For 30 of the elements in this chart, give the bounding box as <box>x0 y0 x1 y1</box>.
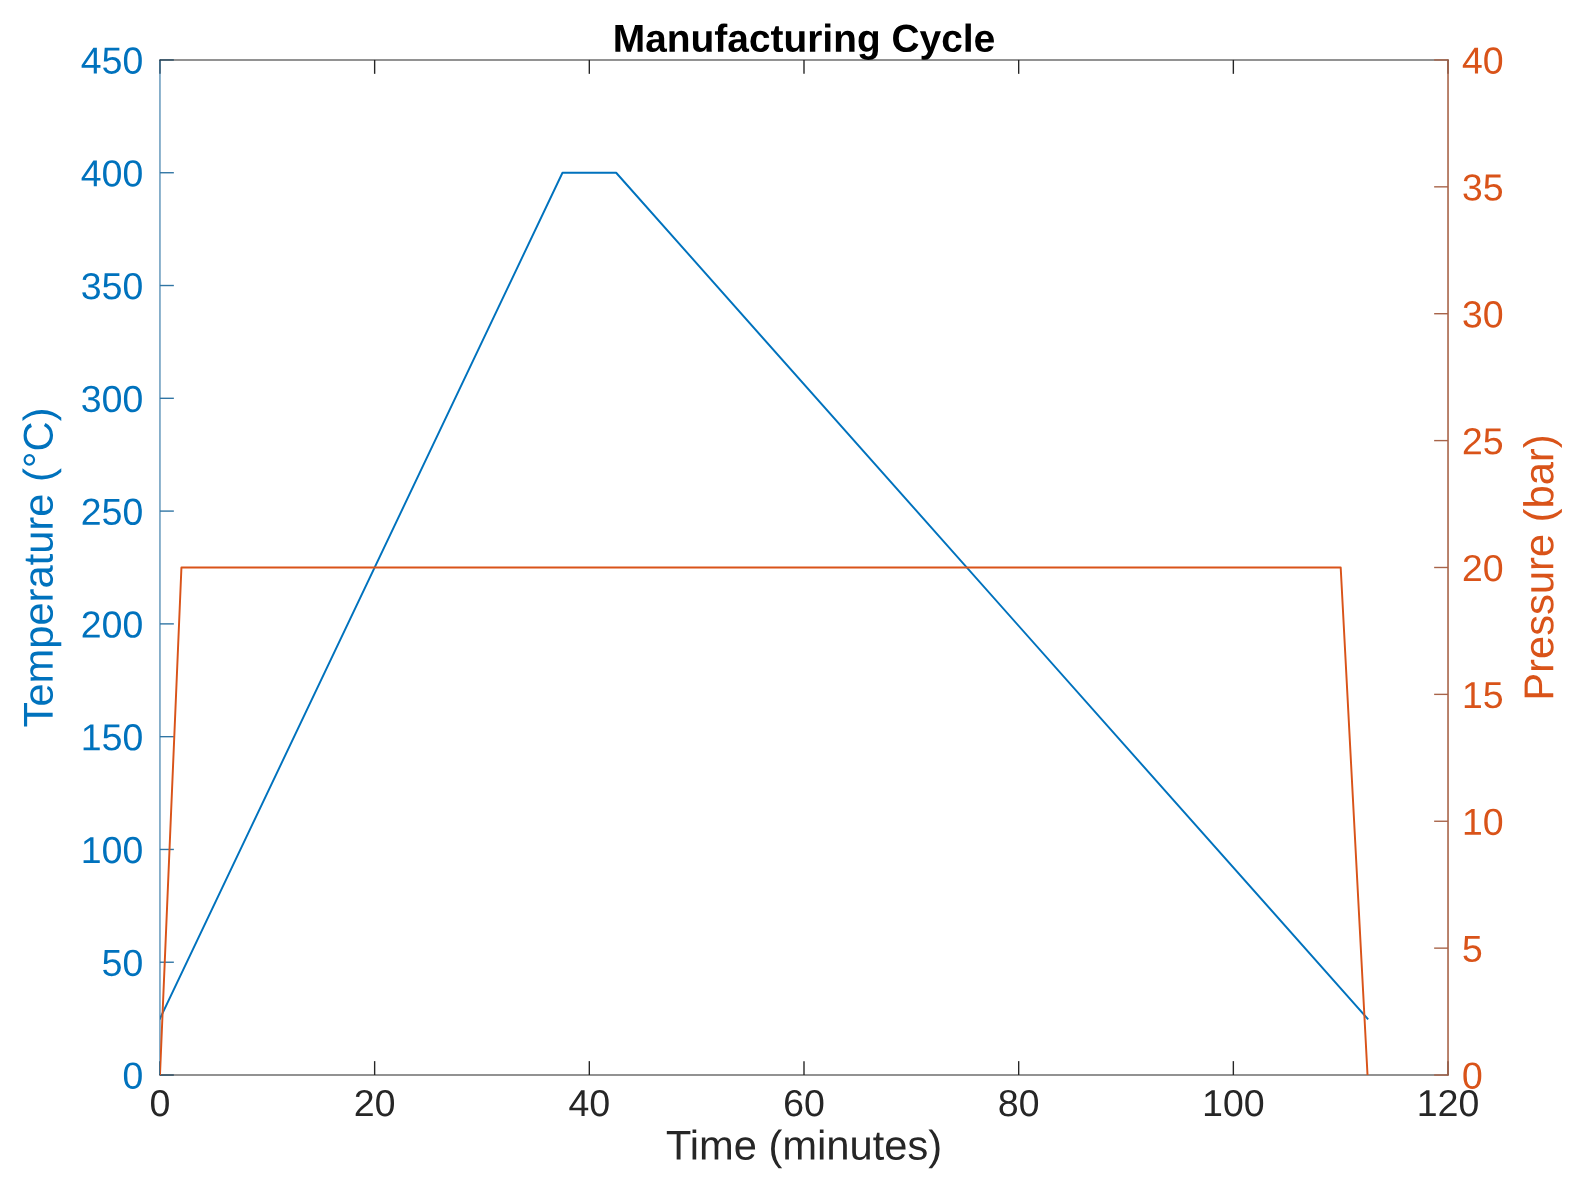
y2-tick-label: 25 <box>1463 428 1503 455</box>
x-tick-label: 120 <box>1419 1089 1478 1117</box>
y2-tick-label: 10 <box>1464 808 1503 836</box>
x-tick-label: 60 <box>785 1089 824 1117</box>
y-tick-label: 250 <box>82 498 142 526</box>
y2-tick-label: 30 <box>1463 301 1503 328</box>
y-tick-label: 400 <box>81 160 142 187</box>
y2-axis-title: Pressure (bar) <box>1523 436 1562 698</box>
y-tick-label: 100 <box>83 836 142 864</box>
y-tick-label: 0 <box>123 1062 142 1089</box>
y2-tick-label: 5 <box>1463 935 1482 963</box>
y-tick-label: 50 <box>103 949 142 977</box>
y-tick-label: 150 <box>83 724 142 751</box>
y-tick-label: 200 <box>82 611 142 638</box>
x-tick-label: 20 <box>355 1089 395 1117</box>
y2-tick-label: 35 <box>1463 174 1503 201</box>
x-tick-label: 40 <box>569 1089 609 1117</box>
y2-tick-label: 0 <box>1463 1062 1482 1089</box>
y-axis-title: Temperature (°C) <box>22 410 62 727</box>
y-tick-label: 350 <box>82 272 142 300</box>
chart-title: Manufacturing Cycle <box>615 23 994 60</box>
y-tick-label: 450 <box>81 47 142 74</box>
x-axis-title: Time (minutes) <box>666 1129 940 1169</box>
x-tick-label: 80 <box>999 1089 1039 1117</box>
x-tick-label: 0 <box>151 1089 169 1117</box>
y-tick-label: 300 <box>82 385 142 413</box>
y2-tick-label: 15 <box>1464 682 1503 709</box>
y2-tick-label: 20 <box>1463 554 1503 582</box>
x-tick-label: 100 <box>1204 1089 1264 1117</box>
y2-tick-label: 40 <box>1462 47 1503 74</box>
